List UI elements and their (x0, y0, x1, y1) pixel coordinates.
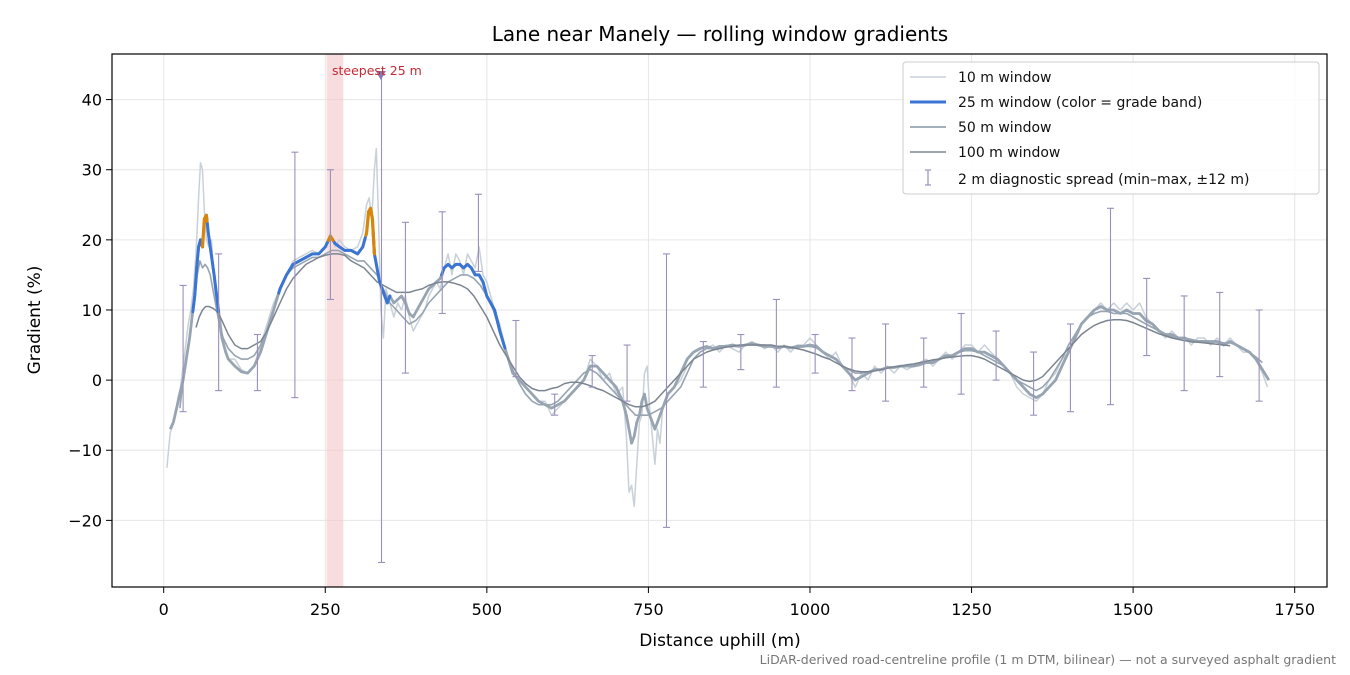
y-tick-label: −20 (68, 511, 102, 530)
steepest-marker (375, 71, 386, 81)
legend-label-50m: 50 m window (958, 120, 1051, 136)
chart-title: Lane near Manely — rolling window gradie… (492, 22, 948, 46)
marker-layer (375, 71, 386, 81)
y-tick-label: 20 (82, 231, 102, 250)
x-axis-title: Distance uphill (m) (639, 631, 800, 651)
errorbar-layer (179, 74, 1263, 564)
errorbar (1255, 309, 1263, 402)
errorbar (1143, 277, 1151, 357)
errorbar (401, 221, 409, 374)
series-25m-band-blue (191, 238, 204, 314)
errorbar (882, 323, 890, 402)
series-25m-band-orange (364, 206, 376, 256)
errorbar (512, 319, 520, 378)
errorbar (1030, 351, 1038, 416)
errorbar (920, 337, 928, 388)
series-25m-band-blue (204, 213, 221, 314)
steepest-annotation: steepest 25 m (332, 63, 422, 78)
series-layer (166, 147, 1270, 508)
errorbar (291, 151, 299, 399)
errorbar (699, 340, 707, 388)
legend-label-errorbar: 2 m diagnostic spread (min–max, ±12 m) (958, 172, 1249, 188)
errorbar (1216, 291, 1224, 378)
x-tick-label: 1250 (951, 600, 992, 619)
legend-label-10m: 10 m window (958, 70, 1051, 86)
errorbar (1066, 323, 1074, 413)
y-tick-label: 0 (92, 371, 102, 390)
errorbar (848, 337, 856, 392)
y-tick-label: 40 (82, 91, 102, 110)
legend: 10 m window 25 m window (color = grade b… (902, 61, 1320, 195)
x-tick-label: 750 (633, 600, 664, 619)
errorbar (215, 253, 223, 392)
errorbar (957, 312, 965, 395)
errorbar (663, 253, 671, 528)
x-tick-label: 0 (159, 600, 169, 619)
series-25m-band-blue (440, 262, 507, 350)
series-25m-band-blue (277, 234, 367, 295)
errorbar (253, 333, 261, 392)
series-100m-line (195, 253, 1231, 408)
x-tick-label: 500 (472, 600, 503, 619)
legend-label-100m: 100 m window (958, 145, 1060, 161)
y-tick-label: 10 (82, 301, 102, 320)
y-axis-ticks: −20 −10 0 10 20 30 40 (68, 91, 112, 530)
x-tick-label: 1500 (1113, 600, 1154, 619)
errorbar (179, 284, 187, 413)
errorbar (474, 193, 482, 272)
errorbar (1180, 295, 1188, 392)
plot-frame (111, 53, 1328, 588)
errorbar (737, 333, 745, 371)
highlight-band-layer (326, 54, 344, 587)
errorbar (438, 211, 446, 315)
series-25m-band-orange (200, 213, 209, 249)
legend-swatch-errorbar (925, 169, 931, 186)
y-axis-title: Gradient (%) (25, 266, 45, 375)
y-tick-label: 30 (82, 161, 102, 180)
errorbar (588, 355, 596, 388)
legend-label-25m: 25 m window (color = grade band) (958, 95, 1202, 111)
errorbar (992, 330, 1000, 381)
y-tick-label: −10 (68, 441, 102, 460)
x-tick-label: 1000 (790, 600, 831, 619)
x-tick-label: 250 (310, 600, 341, 619)
legend-box (902, 61, 1320, 195)
errorbar (1106, 207, 1114, 406)
footnote: LiDAR-derived road-centreline profile (1… (760, 652, 1336, 667)
series-25m-band-blue (371, 229, 392, 305)
series-10m-line (166, 147, 1269, 508)
x-tick-label: 1750 (1274, 600, 1315, 619)
x-axis-ticks: 0 250 500 750 1000 1250 1500 1750 (159, 587, 1315, 619)
errorbar (551, 393, 559, 416)
errorbar (326, 169, 334, 301)
errorbar (623, 344, 631, 402)
errorbar (811, 333, 819, 374)
steepest-band (326, 54, 344, 587)
errorbar (772, 298, 780, 388)
